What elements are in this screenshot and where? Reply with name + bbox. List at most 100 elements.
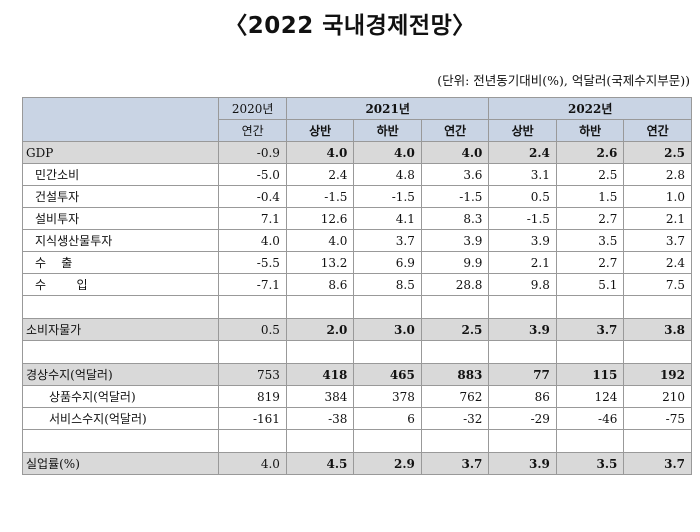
cell: 3.5: [555, 452, 625, 475]
cell: 4.8: [353, 163, 422, 186]
row-label: 경상수지(억달러): [21, 363, 220, 386]
cell: 2.0: [285, 318, 355, 341]
cell: 3.7: [555, 318, 625, 341]
cell: 1.5: [555, 185, 625, 208]
cell: 4.0: [285, 229, 355, 252]
cell: 6.9: [353, 251, 422, 274]
cell: 13.2: [285, 251, 355, 274]
table-row-current-account: 경상수지(억달러) 753 418 465 883 77 115 192: [21, 363, 692, 386]
row-label: 수 출: [21, 251, 220, 274]
cell: 2.5: [555, 163, 625, 186]
row-label: 건설투자: [21, 185, 220, 208]
cell: 819: [218, 385, 287, 408]
table-row: 설비투자 7.1 12.6 4.1 8.3 -1.5 2.7 2.1: [21, 207, 692, 230]
cell: 4.0: [285, 141, 355, 164]
cell: 4.5: [285, 452, 355, 475]
table-row: 지식생산물투자 4.0 4.0 3.7 3.9 3.9 3.5 3.7: [21, 229, 692, 252]
cell: 9.9: [420, 251, 490, 274]
cell: -1.5: [488, 207, 557, 230]
page-title: 〈2022 국내경제전망〉: [224, 13, 476, 39]
cell: 3.1: [488, 163, 557, 186]
cell: 3.5: [555, 229, 625, 252]
cell: 883: [420, 363, 490, 386]
header-period: 연간: [218, 119, 287, 142]
cell: -5.5: [218, 251, 287, 274]
header-period: 하반: [555, 119, 625, 142]
cell: 4.1: [353, 207, 422, 230]
cell: 3.8: [623, 318, 692, 341]
cell: 2.8: [623, 163, 692, 186]
cell: -7.1: [218, 273, 287, 296]
cell: 2.4: [285, 163, 355, 186]
forecast-table: 2020년 2021년 2022년 연간 상반 하반 연간 상반 하반 연간 G…: [21, 97, 692, 475]
cell: 77: [488, 363, 557, 386]
cell: 3.6: [420, 163, 490, 186]
cell: 2.4: [488, 141, 557, 164]
cell: 418: [285, 363, 355, 386]
cell: 7.1: [218, 207, 287, 230]
cell: 762: [420, 385, 490, 408]
cell: 8.3: [420, 207, 490, 230]
cell: 3.9: [488, 318, 557, 341]
cell: -29: [488, 407, 557, 430]
cell: 4.0: [218, 452, 287, 475]
cell: 0.5: [488, 185, 557, 208]
header-2022: 2022년: [488, 97, 692, 120]
cell: 7.5: [623, 273, 692, 296]
cell: 2.7: [555, 251, 625, 274]
cell: -5.0: [218, 163, 287, 186]
cell: 378: [353, 385, 422, 408]
cell: 4.0: [218, 229, 287, 252]
table-row: 수 출 -5.5 13.2 6.9 9.9 2.1 2.7 2.4: [21, 251, 692, 274]
cell: 465: [353, 363, 422, 386]
cell: 2.5: [623, 141, 692, 164]
row-label: 소비자물가: [21, 318, 220, 341]
cell: 3.7: [420, 452, 490, 475]
header-period: 연간: [420, 119, 490, 142]
cell: 1.0: [623, 185, 692, 208]
cell: 86: [488, 385, 557, 408]
row-label: 설비투자: [21, 207, 220, 230]
header-2021: 2021년: [285, 97, 490, 120]
header-period: 상반: [488, 119, 557, 142]
row-label: 실업률(%): [21, 452, 220, 475]
cell: -46: [555, 407, 625, 430]
header-period: 연간: [623, 119, 692, 142]
table-row-blank: [21, 429, 692, 453]
cell: 4.0: [353, 141, 422, 164]
cell: 2.1: [623, 207, 692, 230]
cell: -1.5: [420, 185, 490, 208]
row-label: GDP: [21, 141, 220, 164]
header-period: 하반: [353, 119, 422, 142]
cell: 3.7: [353, 229, 422, 252]
cell: -1.5: [285, 185, 355, 208]
cell: 28.8: [420, 273, 490, 296]
cell: 3.7: [623, 229, 692, 252]
cell: 8.5: [353, 273, 422, 296]
table-row: 상품수지(억달러) 819 384 378 762 86 124 210: [21, 385, 692, 408]
cell: -1.5: [353, 185, 422, 208]
cell: 2.6: [555, 141, 625, 164]
cell: -0.4: [218, 185, 287, 208]
cell: 2.4: [623, 251, 692, 274]
header-row-periods: 연간 상반 하반 연간 상반 하반 연간: [23, 119, 692, 142]
unit-note: (단위: 전년동기대비(%), 억달러(국제수지부문)): [437, 73, 690, 88]
cell: -161: [218, 407, 287, 430]
cell: 3.0: [353, 318, 422, 341]
cell: -32: [420, 407, 490, 430]
cell: 384: [285, 385, 355, 408]
row-label: 상품수지(억달러): [21, 385, 220, 408]
cell: -75: [623, 407, 692, 430]
cell: 0.5: [218, 318, 287, 341]
cell: 2.5: [420, 318, 490, 341]
cell: 2.1: [488, 251, 557, 274]
cell: 8.6: [285, 273, 355, 296]
cell: 6: [353, 407, 422, 430]
header-row-years: 2020년 2021년 2022년: [21, 97, 692, 142]
table-row-blank: [21, 340, 692, 364]
table-row-cpi: 소비자물가 0.5 2.0 3.0 2.5 3.9 3.7 3.8: [21, 318, 692, 341]
row-label: 지식생산물투자: [21, 229, 220, 252]
cell: 4.0: [420, 141, 490, 164]
table-row: 서비스수지(억달러) -161 -38 6 -32 -29 -46 -75: [21, 407, 692, 430]
cell: 9.8: [488, 273, 557, 296]
